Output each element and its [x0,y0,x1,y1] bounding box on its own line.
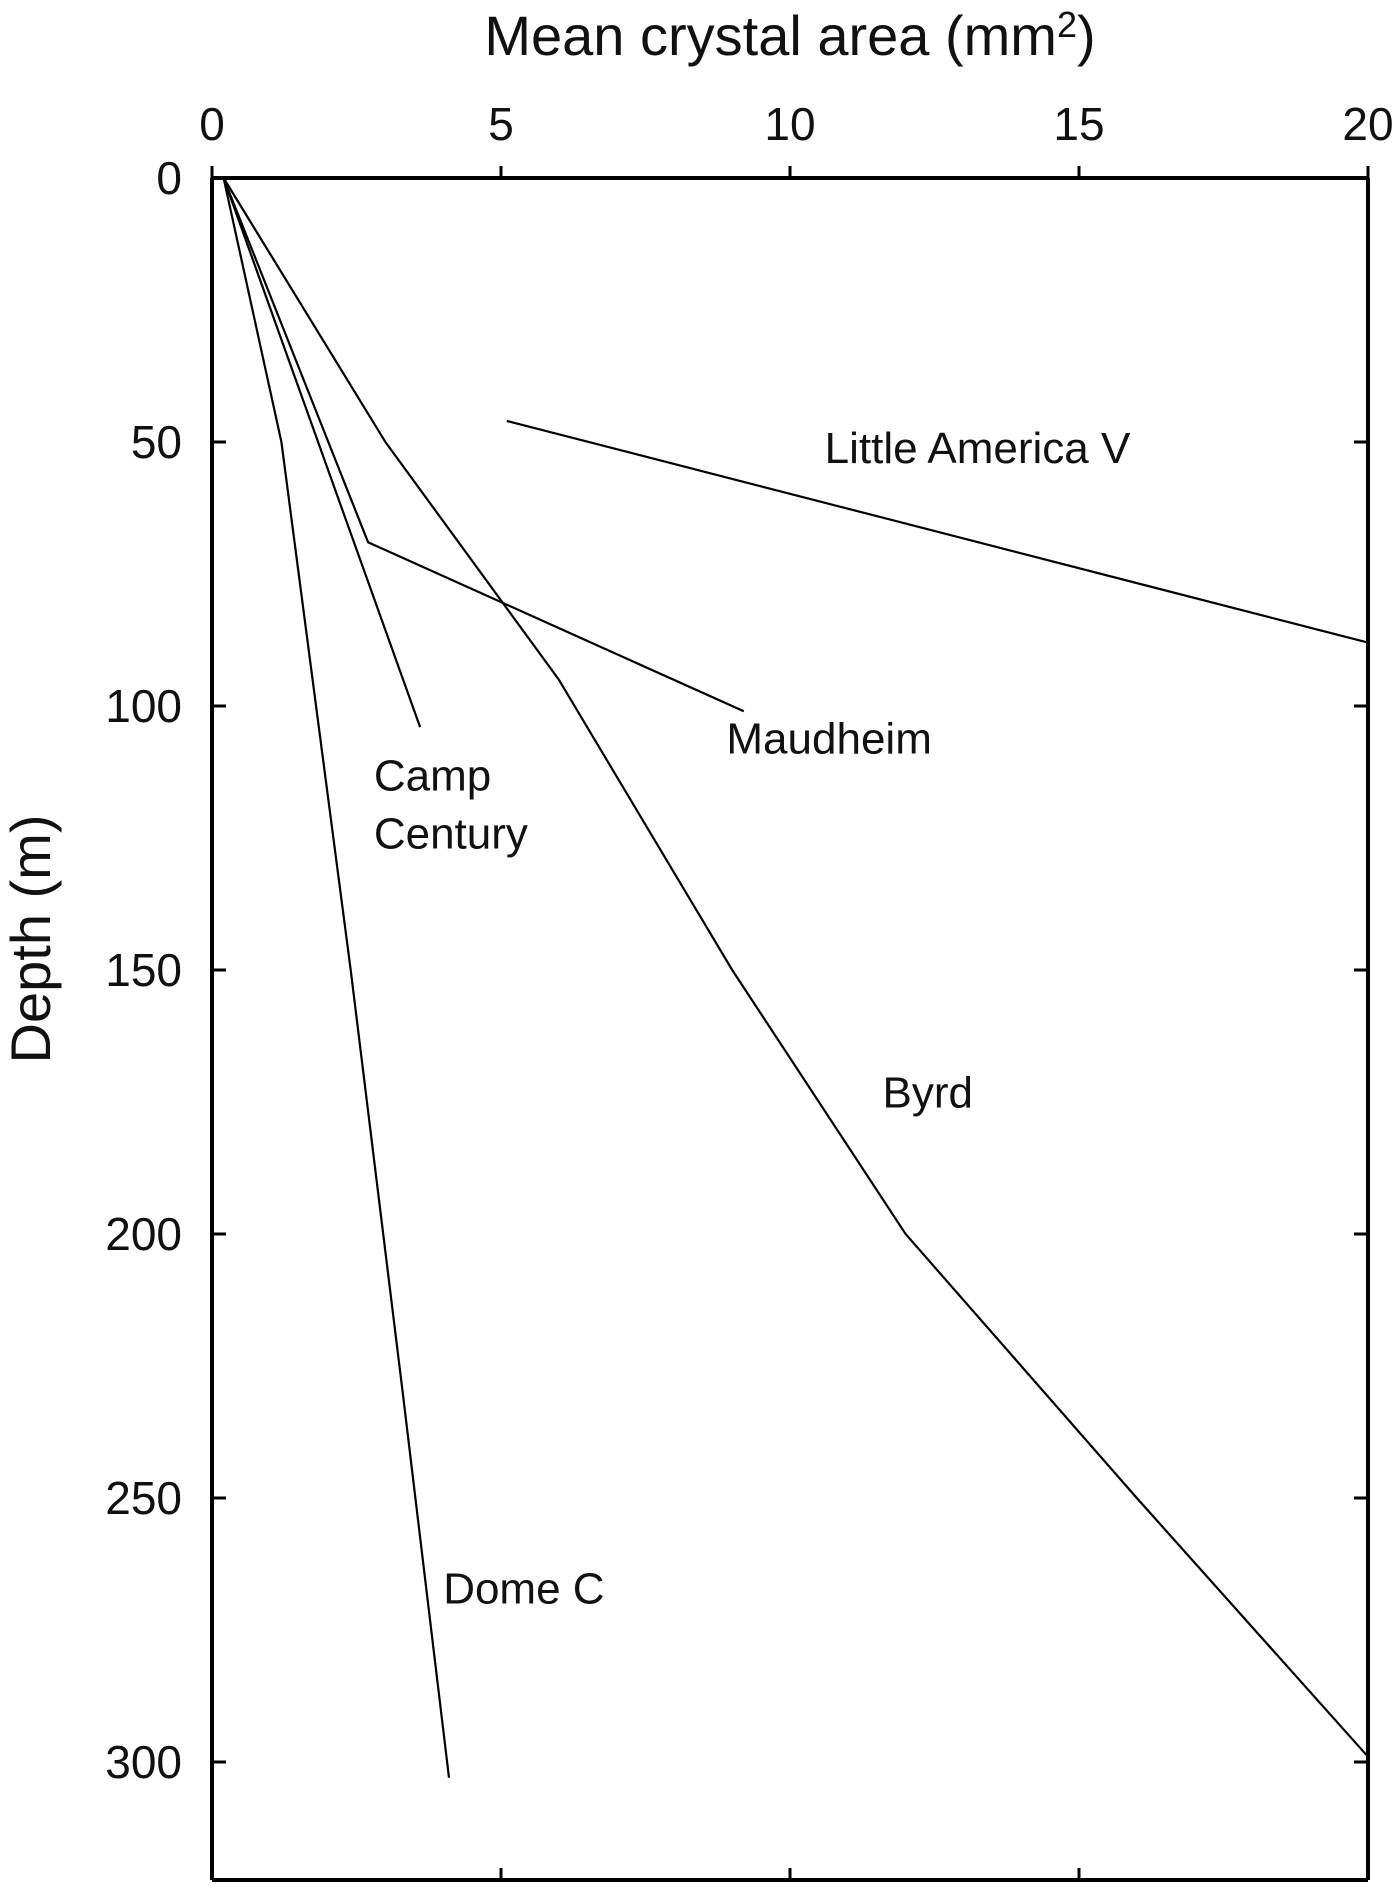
series-label-camp-century: Camp Century [374,751,528,858]
series-label-line: Maudheim [726,715,931,764]
series-label-line: Byrd [882,1068,972,1117]
y-tick-label: 50 [131,416,182,468]
series-line-little-america-v [506,419,1369,644]
series-label-byrd: Byrd [882,1068,972,1117]
y-axis-title: Depth (m) [0,815,62,1064]
series-label-line: Dome C [443,1565,604,1614]
series-label-little-america-v: Little America V [825,424,1131,473]
y-tick-label: 250 [105,1472,182,1524]
series-line-maudheim [222,177,745,713]
y-tick-label: 200 [105,1208,182,1260]
series-line-dome-c [222,177,451,1778]
x-tick-label: 15 [1053,98,1104,150]
x-axis-title-superscript: 2 [1057,4,1077,45]
series-group [222,177,1369,1778]
x-axis-title-tail: ) [1077,4,1096,67]
y-tick-label: 300 [105,1736,182,1788]
x-axis-title: Mean crystal area (mm2) [484,4,1095,67]
x-tick-label: 10 [764,98,815,150]
series-labels: Little America V Maudheim Camp Century Byrd D… [374,424,1131,1613]
x-tick-label: 20 [1342,98,1393,150]
series-line-camp-century [222,177,422,728]
series-label-maudheim: Maudheim [726,715,931,764]
x-tick-label: 5 [488,98,514,150]
y-tick-label: 150 [105,944,182,996]
y-tick-label: 0 [156,152,182,204]
series-line-byrd [222,177,1369,1758]
series-label-line: Camp [374,751,491,800]
x-tick-label: 0 [199,98,225,150]
series-label-line: Century [374,809,528,858]
x-axis-title-main: Mean crystal area (mm [484,4,1057,67]
y-tick-label: 100 [105,680,182,732]
series-label-dome-c: Dome C [443,1565,604,1614]
series-label-line: Little America V [825,424,1131,473]
